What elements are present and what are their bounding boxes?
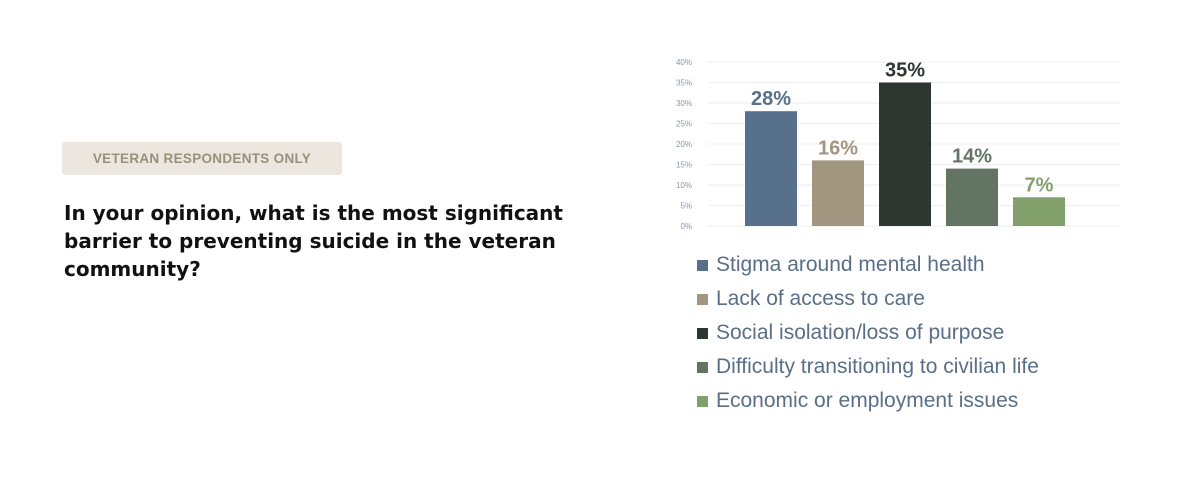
y-tick-label: 15% — [676, 161, 692, 170]
legend-swatch — [697, 395, 708, 407]
respondent-filter-badge: VETERAN RESPONDENTS ONLY — [62, 142, 342, 175]
legend-item: Stigma around mental health — [697, 248, 1039, 282]
bar-value-labels: 28% 16% 35% 14% 7% — [751, 60, 1054, 197]
y-tick-label: 30% — [676, 99, 692, 108]
y-tick-label: 20% — [676, 140, 692, 149]
legend-item: Difficulty transitioning to civilian lif… — [697, 350, 1039, 384]
chart-legend: Stigma around mental health Lack of acces… — [697, 248, 1039, 418]
legend-label: Difficulty transitioning to civilian lif… — [716, 355, 1039, 378]
bar — [1013, 197, 1065, 226]
bar — [879, 82, 931, 226]
legend-swatch — [697, 361, 708, 373]
bar — [812, 160, 864, 226]
bars — [745, 82, 1065, 226]
y-tick-label: 25% — [676, 120, 692, 129]
y-tick-label: 10% — [676, 181, 692, 190]
bar-chart: 0% 5% 10% 15% 20% 25% 30% 35% 40% 28% 16% 35% 14% 7% — [676, 58, 1120, 231]
legend-item: Lack of access to care — [697, 282, 1039, 316]
y-tick-label: 0% — [680, 222, 692, 231]
legend-label: Lack of access to care — [716, 287, 925, 310]
legend-label: Social isolation/loss of purpose — [716, 321, 1005, 344]
bar-value-label: 7% — [1025, 174, 1054, 196]
legend-swatch — [697, 293, 708, 305]
bar-value-label: 28% — [751, 88, 791, 110]
y-tick-label: 40% — [676, 58, 692, 67]
y-tick-label: 5% — [680, 202, 692, 211]
legend-swatch — [697, 259, 708, 271]
legend-swatch — [697, 327, 708, 339]
legend-label: Stigma around mental health — [716, 253, 985, 276]
bar — [946, 168, 998, 226]
bar-value-label: 16% — [818, 137, 858, 159]
bar-value-label: 35% — [885, 60, 925, 82]
legend-label: Economic or employment issues — [716, 389, 1019, 412]
legend-item: Economic or employment issues — [697, 384, 1039, 418]
bar-value-label: 14% — [952, 146, 992, 168]
y-axis-ticks: 0% 5% 10% 15% 20% 25% 30% 35% 40% — [676, 58, 692, 231]
survey-question: In your opinion, what is the most signif… — [64, 201, 563, 281]
bar — [745, 111, 797, 226]
y-tick-label: 35% — [676, 79, 692, 88]
legend-item: Social isolation/loss of purpose — [697, 316, 1039, 350]
